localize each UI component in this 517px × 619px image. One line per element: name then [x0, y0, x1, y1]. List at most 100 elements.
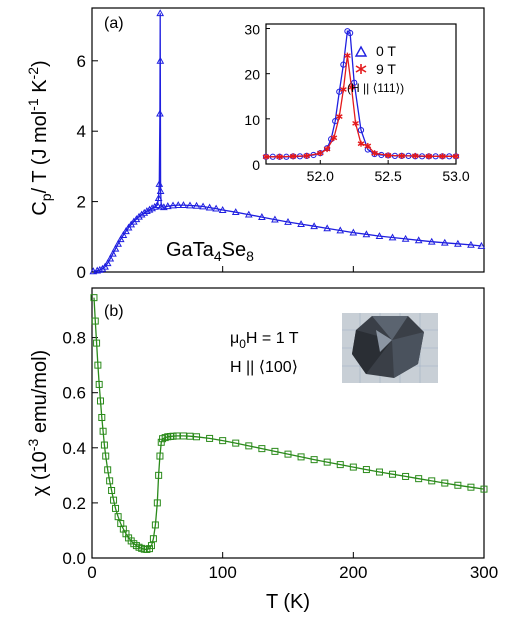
cp-point — [231, 208, 240, 216]
mu-sub-0: 0 — [239, 337, 246, 351]
y-title-exp1: -1 — [25, 98, 41, 111]
chi-title-open: (10 — [29, 451, 51, 485]
inset-x-tick-label: 52.0 — [307, 168, 334, 184]
inset-9t-point — [411, 152, 419, 159]
chi-point — [147, 542, 155, 550]
inset-series — [262, 28, 460, 160]
chi-point — [245, 442, 253, 450]
cp-point — [467, 240, 475, 248]
panel-b-y-tick-label: 0.2 — [62, 494, 86, 513]
inset-x-tick-label: 52.5 — [375, 168, 402, 184]
chi-point — [108, 487, 116, 494]
panel-a-inset: 0 10 20 30 52.0 52.5 53.0 0 T 9 T (H || ⟨111⟩… — [244, 22, 469, 184]
cp-point — [163, 202, 172, 210]
chi-point — [112, 504, 120, 512]
panel-b-annotation-field: μ0H = 1 T — [230, 330, 299, 351]
inset-y-tick-label: 30 — [244, 22, 260, 38]
cp-point — [122, 227, 130, 235]
cp-point — [440, 238, 449, 246]
chi-point — [102, 452, 110, 460]
inset-9t-point — [364, 142, 372, 149]
chi-point — [389, 470, 397, 478]
chi-line — [93, 297, 485, 551]
mu-symbol: μ — [230, 330, 239, 347]
inset-x-tick-label: 53.0 — [442, 168, 469, 184]
inset-9t-point — [262, 153, 270, 160]
cp-point — [427, 237, 436, 245]
cp-point — [109, 249, 117, 257]
cp-point — [349, 228, 358, 236]
cp-point — [336, 226, 345, 234]
chi-point — [186, 432, 194, 440]
cp-point — [205, 203, 214, 211]
panel-b-x-tick-label: 300 — [470, 563, 498, 582]
panel-b-y-tick-label: 0.4 — [62, 439, 86, 458]
chi-point — [149, 535, 157, 543]
chi-point — [258, 445, 266, 453]
chi-point — [454, 481, 462, 489]
panel-a-y-ticks: 0 2 4 6 — [77, 52, 98, 282]
cp-point — [271, 215, 279, 223]
chi-point — [402, 472, 410, 480]
inset-9t-point — [398, 152, 406, 159]
cp-point — [156, 187, 165, 194]
chi-point — [157, 438, 165, 446]
chi-point — [297, 453, 305, 461]
chi-point — [151, 521, 159, 529]
formula-sub-8: 8 — [246, 248, 254, 264]
panel-a-y-tick-label: 6 — [77, 52, 86, 71]
panel-b-x-tick-label: 200 — [339, 563, 367, 582]
inset-frame — [265, 23, 457, 165]
inset-x-ticks: 52.0 52.5 53.0 — [307, 160, 470, 184]
cp-point — [156, 109, 164, 117]
chi-point — [96, 397, 104, 405]
chi-point — [153, 499, 161, 507]
cp-point — [145, 205, 154, 213]
cp-point — [101, 262, 109, 270]
chi-title-rest: emu/mol) — [29, 350, 51, 439]
panel-b-x-ticks: 0 100 200 300 — [87, 552, 498, 582]
cp-point — [401, 234, 410, 242]
inset-9t-point — [335, 113, 343, 120]
chi-point — [169, 432, 177, 440]
chi-point — [284, 450, 292, 458]
panel-b-annotation-direction: H || ⟨100⟩ — [230, 359, 298, 376]
cp-point — [192, 201, 201, 209]
inset-0t-point — [357, 127, 365, 134]
panel-b: 0.00.20.40.60.8 0 100 200 300 (b) μ0H = 1 T… — [25, 287, 498, 613]
panel-a-x-ticks — [91, 266, 485, 272]
y-title-c: C — [29, 201, 51, 215]
chi-point — [91, 317, 99, 325]
inset-y-ticks: 0 10 20 30 — [244, 22, 270, 173]
chi-point — [104, 466, 112, 474]
inset-9t-point — [323, 146, 331, 153]
inset-9t-point — [425, 153, 433, 160]
y-title-rest: / T (J mol — [29, 111, 51, 194]
cp-point — [244, 210, 253, 218]
cp-line — [93, 13, 482, 272]
cp-point — [169, 201, 177, 209]
cp-point — [362, 230, 371, 238]
inset-9t-point — [303, 152, 311, 159]
panel-b-y-tick-label: 0.0 — [62, 549, 86, 568]
cp-point — [477, 241, 486, 249]
cp-point — [106, 254, 115, 262]
chi-point — [155, 471, 163, 479]
cp-point — [388, 233, 397, 241]
formula-sub-4: 4 — [214, 248, 222, 264]
cp-point — [111, 244, 120, 252]
chi-point — [323, 458, 331, 466]
y-title-sub-p: p — [38, 193, 54, 201]
panel-b-label: (b) — [104, 303, 124, 320]
chi-point — [336, 461, 344, 469]
chi-point — [467, 483, 475, 491]
legend-0t: 0 T — [376, 43, 396, 59]
cp-point — [323, 224, 332, 232]
cp-point — [156, 9, 165, 17]
cp-point — [154, 194, 163, 201]
panel-a-annotation: GaTa4Se8 — [166, 239, 254, 264]
cp-point — [454, 239, 462, 247]
cp-point — [153, 201, 162, 209]
formula-se: Se — [222, 239, 246, 261]
